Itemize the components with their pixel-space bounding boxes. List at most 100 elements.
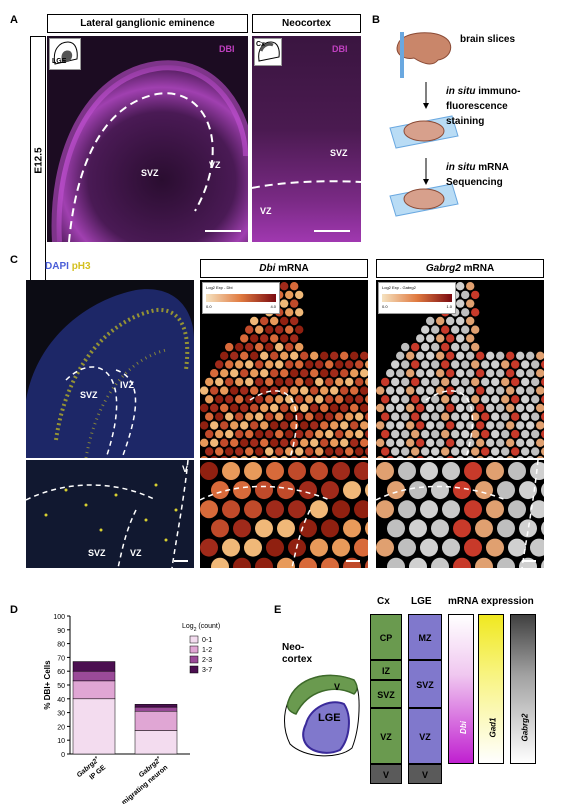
expression-spot [285,342,294,352]
bar-segment-0-1 [72,698,116,755]
expression-spot [526,421,535,430]
expression-spot [475,519,493,538]
expression-spot [310,438,319,447]
expression-spot [446,421,455,430]
expression-spot [280,282,289,291]
expression-spot [280,299,289,308]
expression-spot [320,386,329,395]
expression-spot [300,403,309,413]
expression-spot [365,447,368,456]
expression-spot [310,500,328,519]
expression-spot [496,386,505,395]
expression-spot [409,481,427,500]
expression-spot [401,429,410,439]
expression-spot [521,412,530,421]
expression-spot [464,538,482,557]
expression-spot [401,342,410,352]
expression-spot [310,421,319,430]
expression-spot [391,429,400,439]
expression-spot [396,421,405,430]
expression-spot [320,403,329,413]
expression-spot [431,395,440,404]
dbi-spot-grid [200,282,368,458]
expression-spot [506,403,515,413]
expression-spot [376,438,385,447]
expression-spot [233,557,251,568]
expression-spot [230,403,239,413]
expression-spot [270,369,279,378]
bar-segment-1-2 [134,710,178,731]
expression-spot [451,429,460,439]
expression-spot [320,438,329,447]
expression-spot [200,386,209,395]
y-tick-label: 100 [53,614,65,621]
expression-spot [266,538,284,557]
expression-spot [260,421,269,430]
expression-spot [305,377,314,387]
expression-spot [211,557,229,568]
gabrg2-zoom-spot-grid [376,460,544,568]
expression-spot [481,412,490,421]
expression-spot [285,308,294,317]
expression-spot [255,342,264,352]
expression-spot [200,421,209,430]
expression-spot [376,462,394,480]
gabrg2-spatial-zoom [376,460,544,568]
expression-spot [260,351,269,360]
expression-spot [436,421,445,430]
expression-spot [225,429,234,439]
expression-spot [398,538,416,557]
expression-spot [481,395,490,404]
expression-spot [416,351,425,360]
expression-spot [260,403,269,413]
expression-spot [396,386,405,395]
expression-spot [220,421,229,430]
expression-spot [222,500,240,519]
expression-spot [260,316,269,326]
gabrg2-spatial-overview: Log2 Exp - Gabrg2 0.0 1.0 [376,280,544,458]
expression-spot [360,438,368,447]
expression-spot [285,290,294,300]
expression-spot [426,351,435,360]
expression-spot [411,412,420,421]
expression-spot [245,447,254,456]
expression-spot [426,386,435,395]
expression-spot [497,519,515,538]
expression-spot [265,377,274,387]
expression-spot [411,429,420,439]
expression-spot [376,421,385,430]
expression-spot [381,377,390,387]
neocortex-shape [286,674,358,715]
expression-spot [210,438,219,447]
lge-inset-label: LGE [52,58,67,65]
expression-spot [486,538,504,557]
expression-spot [255,360,264,369]
expression-spot [365,395,368,404]
expression-spot [235,447,244,456]
expression-spot [387,557,405,568]
expression-spot [461,395,470,404]
lge-scale-bar [205,230,241,232]
panel-a-letter: A [10,14,18,26]
expression-spot [325,395,334,404]
expression-spot [220,386,229,395]
expression-spot [270,403,279,413]
cx-svz-label: SVZ [330,148,348,158]
expression-spot [421,360,430,369]
expression-spot [526,386,535,395]
expression-spot [496,456,504,458]
expression-spot [536,351,544,360]
expression-spot [466,334,475,343]
expression-spot [235,377,244,387]
expression-spot [416,386,425,395]
expression-spot [461,360,470,369]
expression-spot [516,438,525,447]
lge-svz-label: SVZ [141,168,159,178]
expression-spot [235,429,244,439]
expression-spot [496,351,505,360]
gad1-expression-bar: Gad1 [478,614,504,764]
expression-spot [541,559,544,568]
expression-spot [531,377,540,387]
expression-spot [250,438,259,447]
expression-spot [275,342,284,352]
